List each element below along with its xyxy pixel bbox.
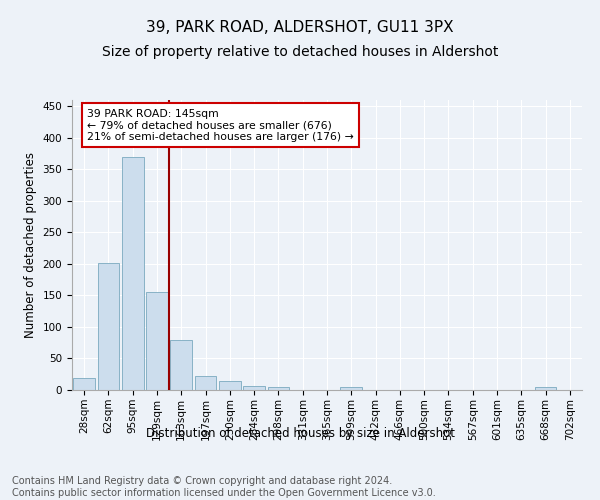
- Bar: [97, 262, 119, 390]
- Bar: [73, 378, 95, 390]
- Bar: [535, 388, 556, 390]
- Bar: [243, 386, 265, 390]
- Text: 39 PARK ROAD: 145sqm
← 79% of detached houses are smaller (676)
21% of semi-deta: 39 PARK ROAD: 145sqm ← 79% of detached h…: [88, 108, 354, 142]
- Bar: [146, 292, 168, 390]
- Bar: [340, 387, 362, 390]
- Bar: [194, 376, 217, 390]
- Bar: [219, 381, 241, 390]
- Y-axis label: Number of detached properties: Number of detached properties: [24, 152, 37, 338]
- Bar: [268, 387, 289, 390]
- Text: Contains HM Land Registry data © Crown copyright and database right 2024.
Contai: Contains HM Land Registry data © Crown c…: [12, 476, 436, 498]
- Bar: [122, 156, 143, 390]
- Text: Size of property relative to detached houses in Aldershot: Size of property relative to detached ho…: [102, 45, 498, 59]
- Bar: [170, 340, 192, 390]
- Text: 39, PARK ROAD, ALDERSHOT, GU11 3PX: 39, PARK ROAD, ALDERSHOT, GU11 3PX: [146, 20, 454, 35]
- Text: Distribution of detached houses by size in Aldershot: Distribution of detached houses by size …: [146, 428, 455, 440]
